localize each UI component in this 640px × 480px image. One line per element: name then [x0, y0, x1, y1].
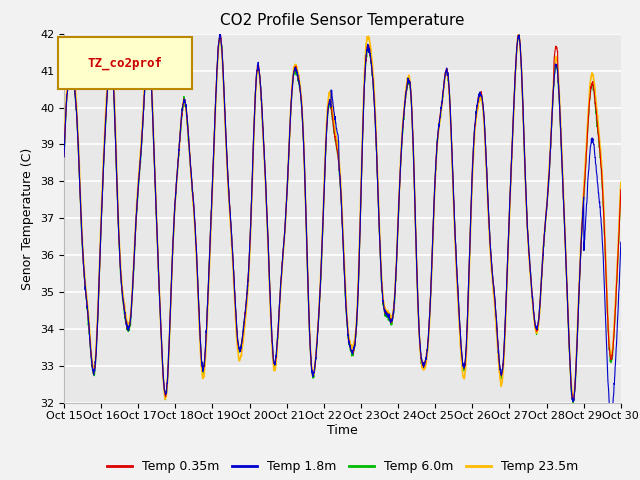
Line: Temp 0.35m: Temp 0.35m: [64, 35, 621, 400]
Temp 23.5m: [617, 180, 625, 185]
Temp 1.8m: [584, 190, 591, 196]
Temp 6.0m: [371, 110, 379, 116]
Temp 1.8m: [504, 237, 512, 242]
Line: Temp 6.0m: Temp 6.0m: [64, 36, 621, 404]
Temp 1.8m: [371, 107, 379, 112]
Line: Temp 23.5m: Temp 23.5m: [64, 35, 621, 399]
Temp 23.5m: [161, 396, 169, 402]
Temp 6.0m: [60, 158, 68, 164]
Temp 1.8m: [216, 31, 224, 37]
Title: CO2 Profile Sensor Temperature: CO2 Profile Sensor Temperature: [220, 13, 465, 28]
Temp 6.0m: [216, 36, 223, 41]
Temp 23.5m: [216, 37, 223, 43]
Temp 6.0m: [617, 188, 625, 193]
Temp 6.0m: [504, 242, 512, 248]
Temp 0.35m: [359, 133, 367, 139]
Temp 23.5m: [371, 98, 379, 104]
Temp 0.35m: [371, 108, 379, 114]
Temp 0.35m: [617, 187, 625, 192]
Temp 0.35m: [60, 154, 68, 159]
Temp 0.35m: [568, 390, 575, 396]
Temp 23.5m: [504, 241, 512, 247]
Temp 0.35m: [216, 32, 224, 37]
Temp 1.8m: [359, 132, 367, 137]
Temp 0.35m: [570, 397, 577, 403]
Text: TZ_co2prof: TZ_co2prof: [88, 57, 163, 70]
Temp 6.0m: [584, 131, 591, 137]
Temp 23.5m: [584, 122, 591, 128]
Temp 1.8m: [617, 240, 625, 245]
Temp 23.5m: [568, 391, 576, 396]
Temp 6.0m: [359, 133, 367, 139]
Line: Temp 1.8m: Temp 1.8m: [64, 34, 621, 416]
X-axis label: Time: Time: [327, 424, 358, 437]
Y-axis label: Senor Temperature (C): Senor Temperature (C): [22, 147, 35, 289]
Temp 1.8m: [60, 154, 68, 160]
Temp 23.5m: [60, 150, 68, 156]
Temp 0.35m: [216, 37, 223, 43]
Temp 6.0m: [216, 33, 224, 38]
Temp 23.5m: [359, 123, 367, 129]
Temp 6.0m: [568, 393, 575, 398]
Temp 1.8m: [216, 36, 223, 41]
Temp 6.0m: [569, 401, 577, 407]
Temp 0.35m: [584, 130, 591, 135]
Temp 1.8m: [568, 392, 575, 397]
FancyBboxPatch shape: [58, 37, 192, 89]
Temp 0.35m: [504, 237, 512, 243]
Temp 1.8m: [608, 413, 616, 419]
Legend: Temp 0.35m, Temp 1.8m, Temp 6.0m, Temp 23.5m: Temp 0.35m, Temp 1.8m, Temp 6.0m, Temp 2…: [102, 455, 583, 478]
Temp 23.5m: [515, 32, 522, 37]
